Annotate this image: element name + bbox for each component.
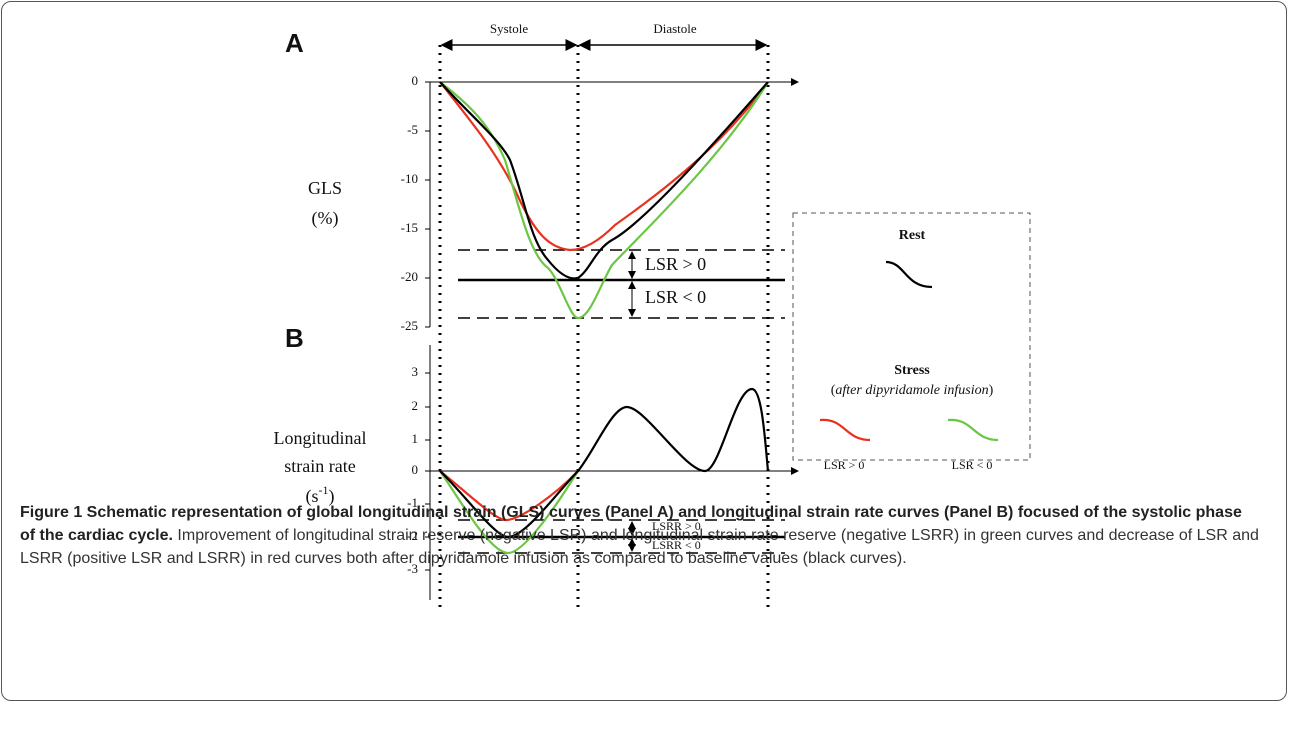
legend-stress-note: (after dipyridamole infusion) <box>831 383 994 398</box>
y-tick-label: 0 <box>412 462 419 477</box>
panel-label: A <box>285 28 304 58</box>
caption-title: Figure 1 Schematic representation of glo… <box>20 504 1242 544</box>
y-tick-label: -15 <box>401 220 418 235</box>
figure-frame <box>1 1 1287 701</box>
y-label: Longitudinal <box>274 428 367 448</box>
layout-lines <box>425 39 1031 612</box>
legend-green-sample <box>947 418 999 442</box>
annotation: LSR > 0 <box>645 254 706 274</box>
y-tick-label: -20 <box>401 269 418 284</box>
note: after dipyridamole infusion <box>835 383 988 398</box>
unit-close: ) <box>329 486 335 507</box>
caption: Figure 1 Schematic representation of glo… <box>20 501 1260 570</box>
legend-item: LSR > 0 <box>824 458 865 472</box>
y-tick-label: 3 <box>412 364 419 379</box>
y-tick-label: -25 <box>401 318 418 333</box>
unit-exponent: -1 <box>319 483 329 497</box>
rest-curve <box>439 387 770 539</box>
paren: ( <box>831 383 836 398</box>
annotation: LSRR > 0 <box>652 519 701 533</box>
y-label: (%) <box>312 208 339 229</box>
y-tick-label: 0 <box>412 73 419 88</box>
paren: ) <box>989 383 994 398</box>
y-tick-label: -3 <box>407 561 418 576</box>
annotation: LSRR < 0 <box>652 538 701 552</box>
curves <box>439 81 999 555</box>
y-unit: (s-1) <box>306 483 335 507</box>
stress-negative-curve <box>439 470 579 555</box>
phase-label: Systole <box>490 21 529 36</box>
y-label: GLS <box>308 178 342 198</box>
legend-box <box>792 212 1031 461</box>
y-tick-label: -5 <box>407 122 418 137</box>
annotation: LSR < 0 <box>645 287 706 307</box>
legend-rest-sample <box>885 260 933 289</box>
y-label: strain rate <box>284 456 355 476</box>
unit-base: (s <box>306 486 319 507</box>
y-tick-label: -1 <box>407 495 418 510</box>
caption-text: Improvement of longitudinal strain reser… <box>20 527 1259 567</box>
tick-marks <box>425 81 430 328</box>
stress-negative-curve <box>439 81 769 320</box>
panel-label: B <box>285 323 304 353</box>
legend-stress: Stress <box>894 363 930 378</box>
y-tick-label: -10 <box>401 171 418 186</box>
tick-marks <box>425 372 430 571</box>
y-ticks: 0 -5 -10 -15 -20 -25 <box>401 73 418 333</box>
y-tick-label: -2 <box>407 528 418 543</box>
stress-positive-curve <box>439 81 769 252</box>
y-tick-label: 1 <box>412 431 419 446</box>
stress-positive-curve <box>439 470 579 522</box>
y-ticks: 3 2 1 0 -1 -2 -3 <box>407 364 418 576</box>
legend-rest: Rest <box>899 228 926 243</box>
legend-red-sample <box>819 418 871 442</box>
rest-curve <box>439 81 769 280</box>
y-tick-label: 2 <box>412 398 419 413</box>
legend-item: LSR < 0 <box>952 458 993 472</box>
phase-label: Diastole <box>653 21 697 36</box>
